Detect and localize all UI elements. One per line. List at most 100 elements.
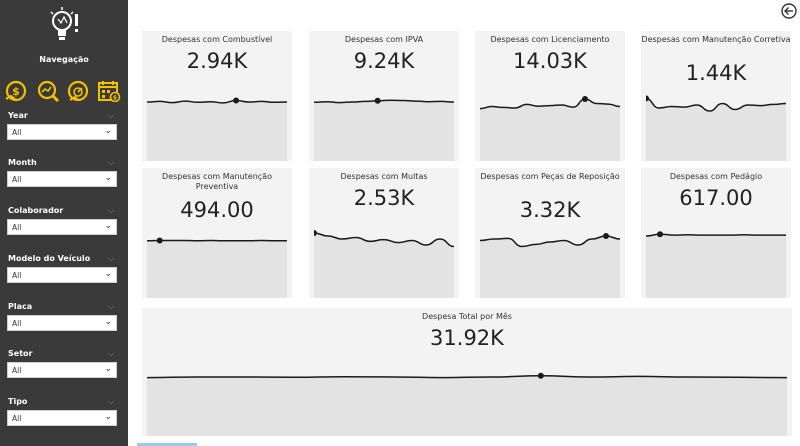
area-fill bbox=[480, 236, 620, 298]
navigation-sidebar: Navegação $ $ Year ⌵ All ⌄ Month ⌵ All ⌄ Colabor… bbox=[0, 0, 128, 446]
series-line bbox=[480, 235, 620, 248]
card-value: 9.24K bbox=[353, 49, 415, 73]
kpi-card[interactable]: Despesas com Multas 2.53K bbox=[309, 168, 459, 298]
card-title: Despesas com Multas bbox=[340, 172, 428, 181]
card-title: Despesas com Pedágio bbox=[669, 172, 763, 181]
area-fill bbox=[147, 375, 787, 436]
card-value: 2.53K bbox=[353, 186, 415, 210]
kpi-card[interactable]: Despesas com Licenciamento 14.03K bbox=[475, 31, 625, 161]
area-fill bbox=[147, 100, 287, 161]
dropdown-arrow-icon[interactable]: ⌄ bbox=[104, 173, 112, 183]
svg-text:$: $ bbox=[113, 95, 117, 102]
series-line bbox=[480, 98, 620, 110]
area-fill bbox=[314, 233, 454, 298]
kpi-card[interactable]: Despesas com Manutenção Preventiva 494.00 bbox=[142, 168, 292, 298]
filter-label: Placa bbox=[8, 302, 33, 311]
dropdown-arrow-icon[interactable]: ⌄ bbox=[104, 126, 112, 136]
filter-label: Month bbox=[8, 158, 37, 167]
dropdown-arrow-icon[interactable]: ⌄ bbox=[104, 412, 112, 422]
card-value: 494.00 bbox=[180, 198, 254, 222]
chevron-down-icon: ⌵ bbox=[108, 397, 115, 406]
filter-label: Tipo bbox=[8, 397, 28, 406]
kpi-card[interactable]: Despesas com Combustível 2.94K bbox=[142, 31, 292, 161]
series-line bbox=[314, 232, 454, 248]
navigation-title: Navegação bbox=[39, 55, 89, 64]
chart-search-icon[interactable] bbox=[36, 80, 60, 102]
kpi-card[interactable]: Despesas com Peças de Reposição 3.32K bbox=[475, 168, 625, 298]
sparkline-chart bbox=[480, 233, 620, 298]
card-title: Despesas com Peças de Reposição bbox=[480, 172, 620, 181]
sparkline-chart bbox=[147, 97, 287, 161]
kpi-card[interactable]: Despesa Total por Mês 31.92K bbox=[142, 308, 792, 436]
series-line bbox=[646, 233, 786, 237]
chevron-down-icon: ⌵ bbox=[108, 254, 115, 263]
card-title: Despesas com Licenciamento bbox=[490, 35, 610, 44]
data-point-marker bbox=[657, 231, 663, 238]
dropdown-arrow-icon[interactable]: ⌄ bbox=[104, 269, 112, 279]
filter-dropdown[interactable]: All ⌄ bbox=[7, 267, 117, 283]
filter-value: All bbox=[12, 271, 22, 280]
chevron-down-icon: ⌵ bbox=[108, 206, 115, 215]
filter-label: Modelo do Veículo bbox=[8, 254, 91, 263]
chevron-down-icon: ⌵ bbox=[108, 302, 115, 311]
sparkline-chart bbox=[314, 230, 454, 298]
kpi-card[interactable]: Despesas com Manutenção Corretiva 1.44K bbox=[641, 31, 791, 161]
data-point-marker bbox=[646, 95, 649, 102]
chevron-down-icon: ⌵ bbox=[108, 158, 115, 167]
data-point-marker bbox=[374, 97, 381, 104]
sparkline-chart bbox=[314, 97, 454, 161]
filter-value: All bbox=[12, 223, 22, 232]
filter-dropdown[interactable]: All ⌄ bbox=[7, 362, 117, 378]
filter-dropdown[interactable]: All ⌄ bbox=[7, 124, 117, 140]
filter-dropdown[interactable]: All ⌄ bbox=[7, 171, 117, 187]
page-tab-indicator[interactable] bbox=[137, 443, 197, 446]
filter-label: Year bbox=[8, 111, 28, 120]
area-fill bbox=[147, 240, 287, 298]
data-point-marker bbox=[582, 96, 588, 102]
chevron-down-icon: ⌵ bbox=[108, 349, 115, 358]
data-point-marker bbox=[603, 233, 609, 239]
card-title: Despesas com Manutenção Preventiva bbox=[162, 172, 272, 191]
filter-dropdown[interactable]: All ⌄ bbox=[7, 315, 117, 331]
filter-value: All bbox=[12, 319, 22, 328]
card-title: Despesa Total por Mês bbox=[422, 312, 512, 321]
card-value: 1.44K bbox=[685, 61, 747, 85]
dropdown-arrow-icon[interactable]: ⌄ bbox=[104, 221, 112, 231]
card-value: 2.94K bbox=[186, 49, 248, 73]
filter-value: All bbox=[12, 366, 22, 375]
data-point-marker bbox=[537, 372, 544, 379]
area-fill bbox=[646, 234, 786, 298]
card-value: 617.00 bbox=[679, 186, 753, 210]
sparkline-chart bbox=[480, 96, 620, 161]
speedometer-icon[interactable] bbox=[66, 80, 90, 102]
data-point-marker bbox=[233, 97, 240, 104]
series-line bbox=[147, 99, 287, 104]
kpi-card[interactable]: Despesas com IPVA 9.24K bbox=[309, 31, 459, 161]
svg-text:$: $ bbox=[12, 85, 20, 98]
area-fill bbox=[646, 98, 786, 161]
area-fill bbox=[480, 99, 620, 161]
dropdown-arrow-icon[interactable]: ⌄ bbox=[104, 317, 112, 327]
data-point-marker bbox=[156, 237, 163, 244]
filter-dropdown[interactable]: All ⌄ bbox=[7, 219, 117, 235]
card-value: 31.92K bbox=[430, 326, 504, 350]
card-title: Despesas com IPVA bbox=[344, 35, 424, 44]
sparkline-chart bbox=[147, 237, 287, 298]
money-icon[interactable]: $ bbox=[4, 80, 28, 102]
calendar-icon[interactable]: $ bbox=[97, 80, 121, 102]
data-point-marker bbox=[314, 230, 317, 236]
filter-value: All bbox=[12, 128, 22, 137]
card-value: 3.32K bbox=[519, 198, 581, 222]
kpi-card[interactable]: Despesas com Pedágio 617.00 bbox=[641, 168, 791, 298]
chevron-down-icon: ⌵ bbox=[108, 111, 115, 120]
dropdown-arrow-icon[interactable]: ⌄ bbox=[104, 364, 112, 374]
series-line bbox=[646, 97, 786, 112]
filter-label: Setor bbox=[8, 349, 33, 358]
sparkline-chart bbox=[646, 231, 786, 298]
sparkline-chart bbox=[646, 95, 786, 161]
back-arrow-icon[interactable] bbox=[781, 3, 797, 19]
sparkline-chart bbox=[147, 372, 787, 436]
filter-dropdown[interactable]: All ⌄ bbox=[7, 410, 117, 426]
filter-label: Colaborador bbox=[8, 206, 64, 215]
lightbulb-icon bbox=[50, 7, 78, 40]
